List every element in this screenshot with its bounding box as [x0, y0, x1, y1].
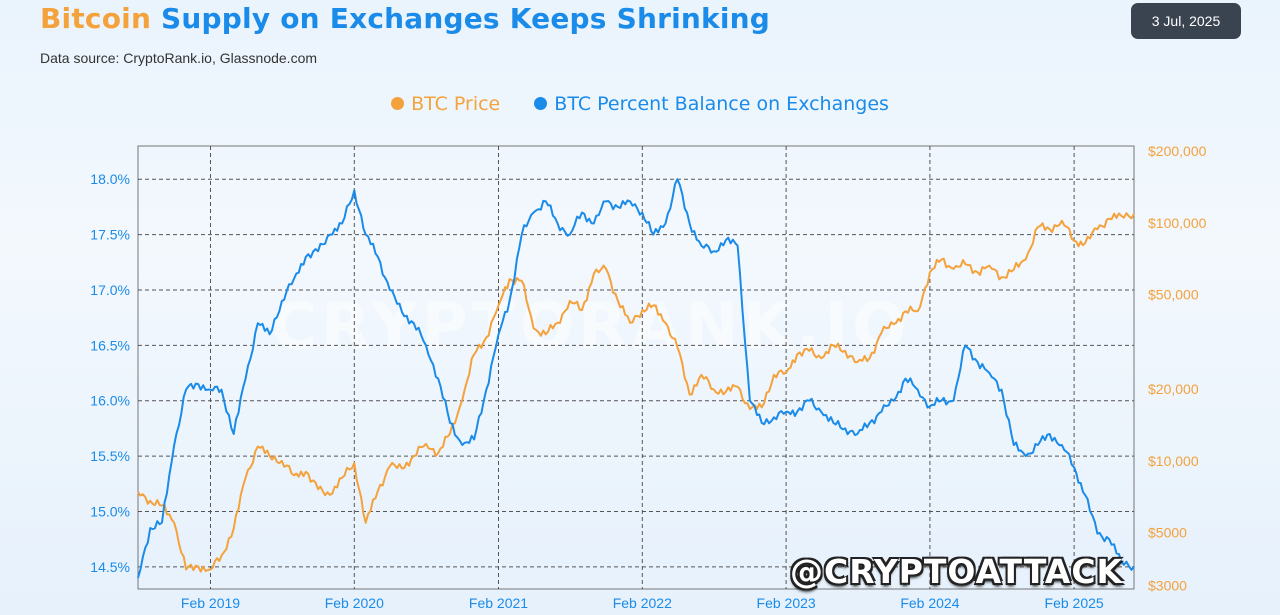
legend-item-balance: BTC Percent Balance on Exchanges: [534, 93, 889, 115]
brand-watermark: @CRYPTOATTACK: [790, 552, 1124, 591]
y-left-tick-label: 16.0%: [90, 393, 130, 409]
x-tick-label: Feb 2021: [469, 595, 528, 611]
x-tick-label: Feb 2024: [900, 595, 959, 611]
y-right-tick-label: $200,000: [1148, 143, 1207, 159]
y-right-tick-label: $3000: [1148, 577, 1187, 593]
y-left-tick-label: 17.0%: [90, 282, 130, 298]
x-tick-label: Feb 2023: [757, 595, 816, 611]
title-bitcoin-word: Bitcoin: [40, 2, 152, 35]
x-tick-label: Feb 2025: [1045, 595, 1104, 611]
y-right-tick-label: $20,000: [1148, 381, 1199, 397]
y-right-tick-label: $100,000: [1148, 215, 1207, 231]
y-right-tick-label: $10,000: [1148, 453, 1199, 469]
legend-label-balance: BTC Percent Balance on Exchanges: [554, 93, 889, 115]
legend-dot-balance: [534, 97, 548, 110]
title-rest: Supply on Exchanges Keeps Shrinking: [161, 2, 771, 35]
legend-dot-price: [391, 97, 405, 110]
y-left-tick-label: 14.5%: [90, 559, 130, 575]
legend-item-price: BTC Price: [391, 93, 500, 115]
exchange-balance-line: [137, 178, 1135, 579]
y-left-tick-label: 15.0%: [90, 503, 130, 519]
legend-label-price: BTC Price: [411, 93, 501, 115]
x-tick-label: Feb 2020: [325, 595, 384, 611]
btc-price-line: [137, 212, 1135, 573]
y-right-tick-label: $50,000: [1148, 286, 1199, 302]
y-right-tick-label: $5000: [1148, 525, 1187, 541]
date-badge: 3 Jul, 2025: [1131, 3, 1241, 39]
y-left-tick-label: 18.0%: [90, 171, 130, 187]
x-tick-label: Feb 2019: [181, 595, 240, 611]
legend: BTC Price BTC Percent Balance on Exchang…: [0, 93, 1280, 115]
x-tick-label: Feb 2022: [613, 595, 672, 611]
background-watermark: CRYPTORANK.IO: [270, 290, 911, 364]
y-left-tick-label: 16.5%: [90, 337, 130, 353]
plot-frame: [137, 145, 1135, 590]
y-left-tick-label: 15.5%: [90, 448, 130, 464]
y-left-tick-label: 17.5%: [90, 227, 130, 243]
data-source: Data source: CryptoRank.io, Glassnode.co…: [40, 50, 318, 66]
chart-title: Bitcoin Supply on Exchanges Keeps Shrink…: [40, 2, 770, 35]
